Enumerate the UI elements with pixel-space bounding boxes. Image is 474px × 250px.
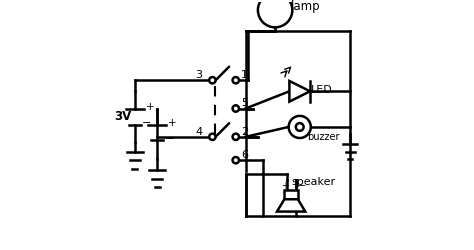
Text: 6: 6 xyxy=(241,150,248,160)
Text: +: + xyxy=(168,118,177,128)
Polygon shape xyxy=(277,200,305,212)
Text: 3: 3 xyxy=(195,70,202,80)
Text: +: + xyxy=(281,180,289,190)
Text: +: + xyxy=(146,102,155,112)
Text: lamp: lamp xyxy=(291,0,321,13)
Bar xyxy=(284,190,298,200)
Circle shape xyxy=(258,0,292,28)
Text: LED: LED xyxy=(311,84,333,94)
Circle shape xyxy=(233,106,239,112)
Text: 1: 1 xyxy=(241,70,248,80)
Circle shape xyxy=(289,116,311,138)
Text: speaker: speaker xyxy=(291,176,335,186)
Circle shape xyxy=(233,134,239,140)
Text: −: − xyxy=(298,180,306,190)
Text: 3V: 3V xyxy=(114,110,131,123)
Circle shape xyxy=(296,124,304,131)
Text: 4: 4 xyxy=(195,126,202,136)
Circle shape xyxy=(233,78,239,84)
Circle shape xyxy=(233,157,239,164)
Text: buzzer: buzzer xyxy=(307,131,339,141)
Text: −: − xyxy=(164,134,174,143)
Polygon shape xyxy=(290,82,310,102)
Text: −: − xyxy=(142,118,152,128)
Circle shape xyxy=(209,78,216,84)
Text: 2: 2 xyxy=(241,126,248,136)
Text: 5: 5 xyxy=(241,98,248,108)
Circle shape xyxy=(209,134,216,140)
